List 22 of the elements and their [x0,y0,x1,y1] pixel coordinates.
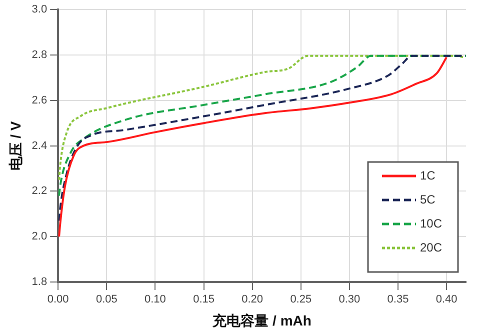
legend-label: 10C [420,216,442,230]
x-tick-label: 0.10 [144,294,166,306]
x-tick-label: 0.20 [242,294,264,306]
y-tick-label: 2.4 [32,140,48,152]
y-axis-title: 电压 / V [7,120,24,170]
x-tick-label: 0.15 [193,294,214,306]
legend-label: 20C [420,240,442,254]
x-tick-label: 0.35 [387,294,409,306]
y-tick-label: 2.8 [32,49,48,62]
x-tick-label: 0.05 [96,294,118,306]
y-tick-label: 3.0 [32,4,48,16]
legend-label: 1C [420,168,436,182]
y-tick-label: 2.2 [32,185,48,198]
legend-label: 5C [420,192,436,206]
x-tick-label: 0.40 [436,294,458,306]
y-tick-label: 2.6 [32,94,48,106]
x-tick-label: 0.25 [290,294,312,306]
x-tick-label: 0.00 [47,294,69,306]
y-tick-label: 2.0 [32,230,48,243]
y-tick-label: 1.8 [32,276,48,288]
x-axis-title: 充电容量 / mAh [212,312,312,328]
x-tick-label: 0.30 [338,294,360,306]
